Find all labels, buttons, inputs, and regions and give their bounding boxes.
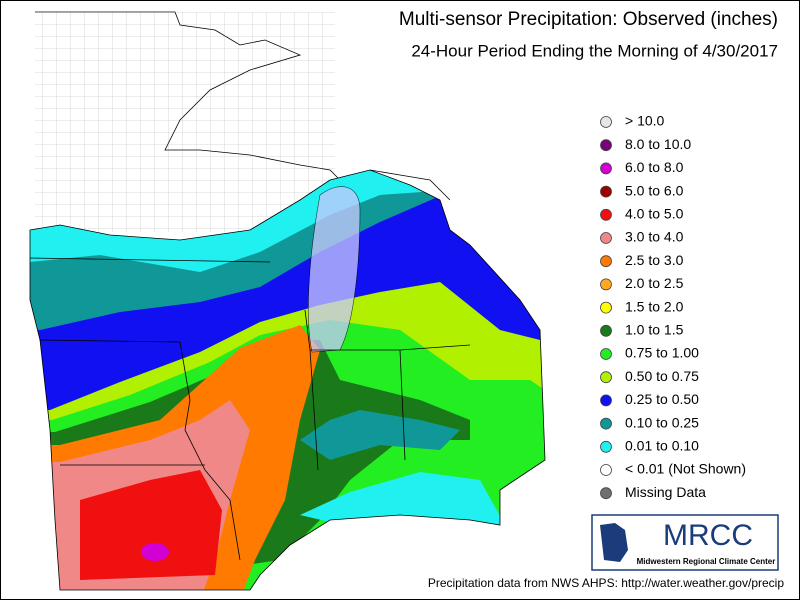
county-grid: [35, 12, 335, 232]
footer: Precipitation data from NWS AHPS: http:/…: [428, 576, 784, 590]
legend-label: 1.5 to 2.0: [625, 298, 684, 314]
title: Multi-sensor Precipitation: Observed (in…: [399, 9, 778, 30]
legend-swatch: [600, 464, 612, 476]
legend: > 10.0 8.0 to 10.0 6.0 to 8.0 5.0 to 6.0 4.0…: [600, 113, 746, 500]
legend-swatch: [600, 371, 612, 384]
legend-swatch: [600, 185, 612, 198]
legend-label: 3.0 to 4.0: [625, 229, 684, 245]
legend-label: 0.10 to 0.25: [625, 414, 699, 430]
legend-label: 0.25 to 0.50: [625, 391, 699, 407]
legend-swatch: [600, 324, 612, 337]
precip-zone: [300, 410, 460, 460]
precip-zone: [300, 472, 505, 525]
subtitle: 24-Hour Period Ending the Morning of 4/3…: [411, 41, 778, 60]
legend-swatch: [600, 301, 612, 314]
logo-icon: [600, 523, 628, 562]
legend-label: 6.0 to 8.0: [625, 159, 684, 175]
legend-label: 0.01 to 0.10: [625, 438, 699, 454]
legend-label: Missing Data: [625, 484, 706, 500]
legend-swatch: [600, 487, 612, 500]
precip-zone: [141, 543, 169, 561]
legend-swatch: [600, 394, 612, 407]
legend-swatch: [600, 278, 612, 291]
lake-michigan: [308, 186, 361, 353]
legend-swatch: [600, 440, 612, 453]
legend-swatch: [600, 255, 612, 268]
logo-full-name: Midwestern Regional Climate Center: [637, 557, 776, 566]
precip-zone: [80, 470, 222, 580]
legend-swatch: [600, 162, 612, 175]
legend-label: 0.75 to 1.00: [625, 345, 699, 361]
legend-label: 2.0 to 2.5: [625, 275, 684, 291]
legend-label: 8.0 to 10.0: [625, 136, 691, 152]
legend-swatch: [600, 116, 612, 128]
legend-swatch: [600, 417, 612, 430]
state-borders: [29, 257, 471, 561]
logo: MRCC Midwestern Regional Climate Center: [591, 514, 779, 571]
region-outline: [29, 169, 546, 591]
legend-label: 1.0 to 1.5: [625, 322, 684, 338]
logo-name: MRCC: [663, 519, 753, 552]
legend-swatch: [600, 232, 612, 244]
legend-label: < 0.01 (Not Shown): [625, 461, 746, 477]
legend-label: 0.50 to 0.75: [625, 368, 699, 384]
legend-swatch: [600, 208, 612, 221]
legend-swatch: [600, 348, 612, 360]
legend-label: 5.0 to 6.0: [625, 182, 684, 198]
legend-label: > 10.0: [625, 113, 665, 129]
legend-label: 4.0 to 5.0: [625, 206, 684, 222]
legend-swatch: [600, 139, 612, 152]
legend-label: 2.5 to 3.0: [625, 252, 684, 268]
